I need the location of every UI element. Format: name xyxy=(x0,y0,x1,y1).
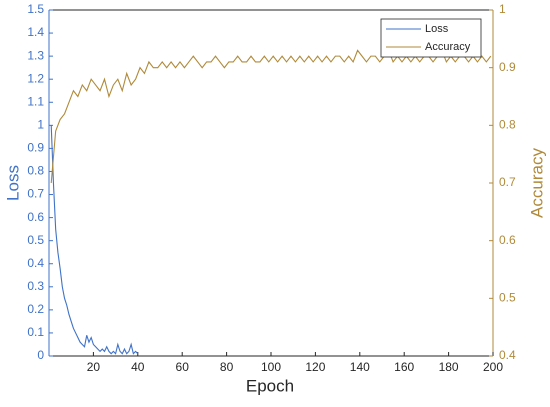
y-tick-label: 1.3 xyxy=(27,48,44,62)
x-tick-label: 180 xyxy=(439,360,459,374)
x-axis-label: Epoch xyxy=(246,376,294,395)
x-tick-label: 80 xyxy=(220,360,234,374)
y2-tick-label: 1 xyxy=(499,2,506,16)
x-tick-label: 20 xyxy=(87,360,101,374)
y2-tick-label: 0.5 xyxy=(499,291,516,305)
x-tick-label: 40 xyxy=(131,360,145,374)
y2-tick-label: 0.9 xyxy=(499,60,516,74)
y-tick-label: 0.2 xyxy=(27,302,44,316)
y-tick-label: 1 xyxy=(37,118,44,132)
y2-tick-label: 0.7 xyxy=(499,175,516,189)
y2-tick-label: 0.6 xyxy=(499,233,516,247)
y-tick-label: 0.7 xyxy=(27,187,44,201)
legend-box xyxy=(380,18,482,58)
data-line xyxy=(50,125,139,355)
y-tick-label: 1.1 xyxy=(27,94,44,108)
y-tick-label: 0.3 xyxy=(27,279,44,293)
x-tick-label: 100 xyxy=(261,360,281,374)
y-tick-label: 1.5 xyxy=(27,2,44,16)
x-tick-label: 60 xyxy=(176,360,190,374)
y-tick-label: 0.9 xyxy=(27,141,44,155)
y2-axis-label: Accuracy xyxy=(527,148,546,218)
y-tick-label: 0.5 xyxy=(27,233,44,247)
legend-label: Accuracy xyxy=(425,41,471,53)
y2-tick-label: 0.8 xyxy=(499,118,516,132)
y-tick-label: 0.4 xyxy=(27,256,44,270)
x-tick-label: 120 xyxy=(305,360,325,374)
x-tick-label: 140 xyxy=(350,360,370,374)
y-tick-label: 1.4 xyxy=(27,25,44,39)
y-tick-label: 0.6 xyxy=(27,210,44,224)
x-tick-label: 160 xyxy=(394,360,414,374)
y-tick-label: 1.2 xyxy=(27,71,44,85)
y-tick-label: 0.1 xyxy=(27,325,44,339)
data-line xyxy=(50,49,492,184)
x-tick-label: 200 xyxy=(483,360,503,374)
y2-tick-label: 0.4 xyxy=(499,348,516,362)
legend-label: Loss xyxy=(425,23,449,35)
y-tick-label: 0.8 xyxy=(27,164,44,178)
y-axis-label: Loss xyxy=(3,165,22,201)
y-tick-label: 0 xyxy=(37,348,44,362)
